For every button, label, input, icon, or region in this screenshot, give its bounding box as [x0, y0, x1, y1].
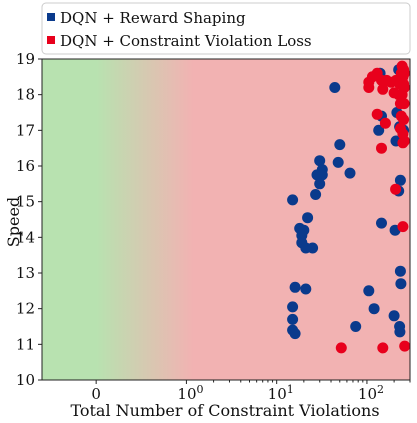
reward-shaping-point	[373, 124, 385, 136]
y-axis-label: Speed	[4, 197, 23, 247]
reward-shaping-point	[287, 194, 299, 206]
reward-shaping-point	[363, 285, 375, 297]
reward-shaping-point	[310, 189, 322, 200]
y-tick-label: 18	[16, 86, 35, 104]
y-tick-label: 19	[16, 50, 35, 68]
y-tick-label: 16	[16, 157, 35, 175]
y-tick-label: 12	[16, 300, 35, 318]
reward-shaping-point	[334, 139, 346, 151]
x-tick-label: 101	[268, 383, 294, 403]
constraint-loss-point	[371, 108, 383, 120]
reward-shaping-point	[350, 321, 362, 332]
reward-shaping-point	[395, 278, 407, 290]
constraint-loss-point	[398, 98, 410, 110]
plot-frame	[41, 58, 411, 381]
constraint-loss-point	[377, 83, 389, 95]
reward-shaping-point	[289, 281, 301, 293]
y-tick-label: 17	[16, 121, 35, 139]
x-tick-label: 100	[177, 383, 203, 403]
x-tick-label: 0	[91, 385, 101, 403]
reward-shaping-point	[388, 310, 400, 322]
reward-shaping-point	[332, 156, 344, 168]
constraint-loss-point	[397, 137, 409, 149]
legend-swatch-constraint-loss	[47, 36, 55, 44]
reward-shaping-point	[394, 326, 406, 338]
y-tick-label: 15	[16, 193, 35, 211]
legend-box	[41, 2, 411, 55]
reward-shaping-point	[316, 169, 328, 181]
data-points	[287, 60, 411, 354]
axes: 10 11 12 13 14 15 16 17 18 19 0 100 101 102	[16, 50, 411, 403]
legend-label-reward-shaping: DQN + Reward Shaping	[60, 9, 246, 27]
reward-shaping-point	[329, 82, 341, 93]
y-tick-label: 13	[16, 264, 35, 282]
reward-shaping-point	[394, 174, 406, 186]
reward-shaping-point	[302, 212, 314, 224]
legend: DQN + Reward Shaping DQN + Constraint Vi…	[41, 2, 411, 55]
constraint-loss-point	[377, 342, 389, 354]
legend-swatch-reward-shaping	[47, 13, 55, 21]
reward-shaping-point	[289, 328, 301, 340]
y-tick-label: 14	[16, 228, 35, 246]
reward-shaping-point	[307, 242, 319, 254]
reward-shaping-point	[300, 283, 312, 295]
y-tick-label: 10	[16, 371, 35, 389]
x-tick-label: 102	[358, 383, 384, 403]
constraint-loss-point	[396, 89, 408, 101]
reward-shaping-point	[376, 217, 387, 229]
reward-shaping-point	[314, 178, 326, 190]
reward-shaping-point	[287, 301, 299, 313]
constraint-loss-point	[363, 82, 375, 93]
reward-shaping-point	[394, 265, 406, 277]
y-tick-label: 11	[16, 335, 35, 353]
reward-shaping-point	[344, 167, 356, 179]
legend-label-constraint-loss: DQN + Constraint Violation Loss	[60, 32, 312, 50]
reward-shaping-point	[287, 313, 299, 325]
constraint-loss-point	[399, 340, 411, 352]
constraint-loss-point	[398, 114, 410, 126]
reward-shaping-point	[314, 155, 326, 167]
x-axis-label: Total Number of Constraint Violations	[70, 401, 379, 420]
constraint-loss-point	[376, 142, 387, 154]
constraint-loss-point	[379, 117, 391, 129]
constraint-loss-point	[390, 183, 402, 195]
constraint-loss-point	[335, 342, 347, 354]
constraint-loss-point	[397, 221, 409, 233]
plot-background	[42, 59, 410, 380]
reward-shaping-point	[368, 303, 380, 315]
